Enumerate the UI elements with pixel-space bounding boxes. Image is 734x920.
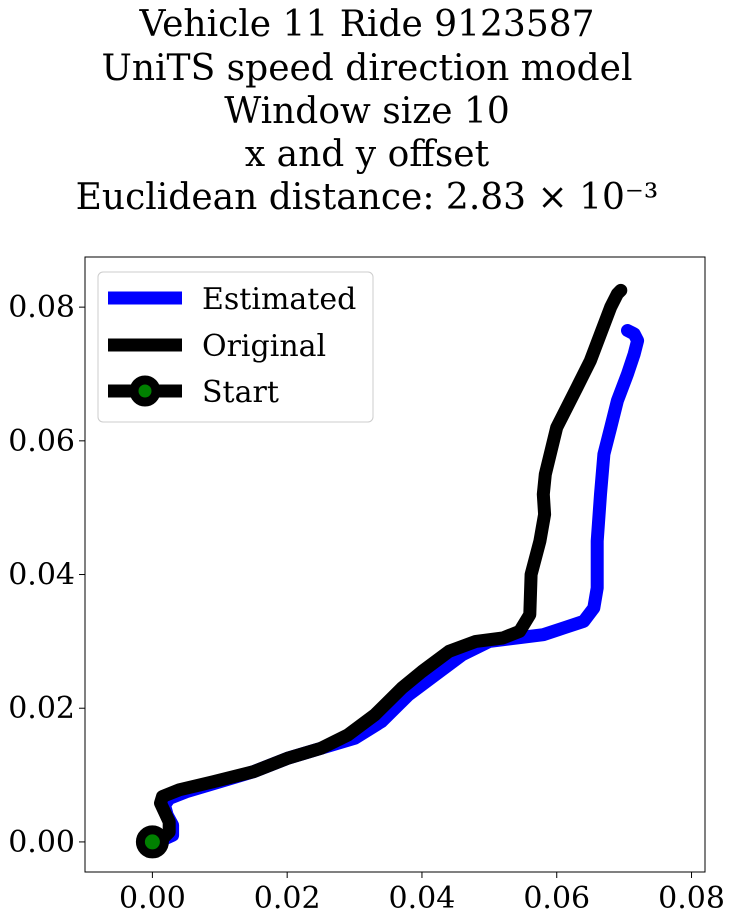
title-line: Window size 10 xyxy=(224,91,510,132)
title-line: Euclidean distance: 2.83 × 10⁻³ xyxy=(76,177,659,218)
x-tick-label: 0.08 xyxy=(658,881,725,916)
y-tick-label: 0.06 xyxy=(8,424,75,459)
y-tick-label: 0.02 xyxy=(8,691,75,726)
x-tick-label: 0.06 xyxy=(523,881,590,916)
x-tick-label: 0.04 xyxy=(389,881,456,916)
title-line: Vehicle 11 Ride 9123587 xyxy=(138,4,594,45)
start-marker xyxy=(140,830,164,854)
legend-label: Estimated xyxy=(202,282,356,317)
legend: Estimated Original Start xyxy=(98,272,373,422)
x-tick-label: 0.02 xyxy=(254,881,321,916)
legend-label: Original xyxy=(202,329,326,364)
y-tick-label: 0.00 xyxy=(8,825,75,860)
y-tick-label: 0.08 xyxy=(8,290,75,325)
legend-label: Start xyxy=(202,375,279,410)
legend-start-marker xyxy=(134,380,156,402)
title-line: x and y offset xyxy=(245,134,490,175)
title-line: UniTS speed direction model xyxy=(102,48,633,89)
x-tick-label: 0.00 xyxy=(119,881,186,916)
y-tick-label: 0.04 xyxy=(8,558,75,593)
